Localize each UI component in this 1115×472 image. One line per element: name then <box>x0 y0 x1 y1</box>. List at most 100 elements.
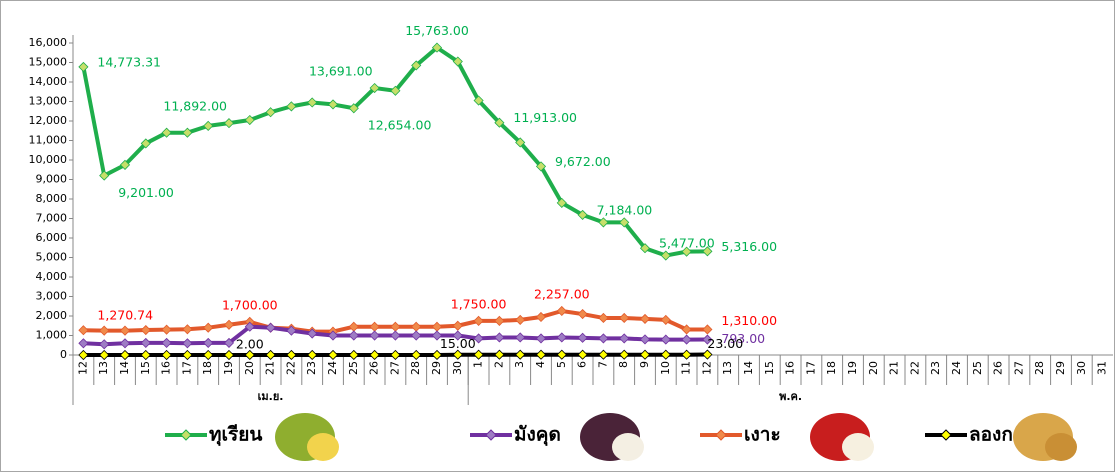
point <box>535 333 547 344</box>
data-label: 9,672.00 <box>555 154 611 169</box>
point <box>556 197 567 208</box>
point <box>223 118 235 129</box>
point <box>390 349 401 361</box>
x-tick-label: 24 <box>950 361 963 375</box>
x-tick-label: 19 <box>222 361 235 375</box>
data-label: 9,201.00 <box>118 185 174 200</box>
fruit-image <box>612 433 644 461</box>
point <box>681 349 692 360</box>
point <box>577 332 588 343</box>
x-tick-label: 4 <box>534 361 547 368</box>
point <box>535 311 547 323</box>
point <box>348 330 359 341</box>
data-label: 11,892.00 <box>163 99 227 114</box>
data-label: 12,654.00 <box>368 118 432 133</box>
data-label: 11,913.00 <box>513 110 577 125</box>
data-label: 5,477.00 <box>659 236 715 251</box>
x-tick-label: 12 <box>700 361 713 375</box>
point <box>598 349 609 360</box>
y-tick-label: 3,000 <box>36 290 68 303</box>
point <box>161 324 172 335</box>
point <box>639 243 651 254</box>
point <box>99 170 110 181</box>
x-tick-label: 27 <box>388 361 401 375</box>
data-label: 15.00 <box>440 336 476 351</box>
x-tick-label: 30 <box>451 361 464 375</box>
legend-marker <box>180 429 192 441</box>
point <box>494 349 505 360</box>
point <box>681 334 692 345</box>
x-tick-label: 21 <box>888 361 901 375</box>
point <box>182 338 193 349</box>
x-tick-label: 18 <box>825 361 838 375</box>
point <box>515 349 526 360</box>
x-tick-label: 27 <box>1012 361 1025 375</box>
point <box>119 338 131 349</box>
x-tick-label: 31 <box>1096 361 1109 375</box>
point <box>660 349 671 360</box>
point <box>494 117 505 128</box>
x-tick-label: 6 <box>576 361 589 368</box>
x-tick-label: 22 <box>908 361 921 375</box>
point <box>556 349 567 360</box>
x-tick-label: 12 <box>76 361 89 375</box>
point <box>244 114 255 126</box>
point <box>702 349 713 360</box>
legend-marker <box>485 429 497 441</box>
data-label: 1,700.00 <box>222 297 278 312</box>
x-tick-label: 20 <box>243 361 256 375</box>
point <box>161 337 172 348</box>
y-tick-label: 14,000 <box>29 75 68 88</box>
y-tick-label: 9,000 <box>36 173 68 186</box>
y-tick-label: 16,000 <box>29 36 68 49</box>
point <box>598 333 609 344</box>
point <box>390 330 401 341</box>
point <box>99 339 110 350</box>
point <box>348 349 359 361</box>
point <box>535 349 547 360</box>
point <box>119 159 131 170</box>
point <box>140 337 151 348</box>
point <box>78 338 89 349</box>
point <box>119 325 131 336</box>
data-label: 13,691.00 <box>309 64 373 79</box>
point <box>203 337 214 348</box>
x-tick-label: 25 <box>347 361 360 375</box>
point <box>639 349 651 360</box>
point <box>265 322 276 333</box>
point <box>327 99 339 110</box>
group-label: เม.ย. <box>258 390 284 403</box>
data-label: 7,184.00 <box>597 202 653 217</box>
point <box>598 312 609 324</box>
point <box>307 97 318 108</box>
point <box>411 349 422 361</box>
point <box>348 103 359 114</box>
point <box>431 349 443 361</box>
point <box>660 314 671 325</box>
point <box>286 349 297 361</box>
point <box>140 349 151 361</box>
point <box>369 330 380 341</box>
y-tick-label: 0 <box>60 348 67 361</box>
point <box>702 324 713 335</box>
point <box>577 349 588 360</box>
data-label: 23.00 <box>707 336 743 351</box>
data-label: 1,310.00 <box>721 313 777 328</box>
y-tick-label: 1,000 <box>36 329 68 342</box>
x-tick-label: 19 <box>846 361 859 375</box>
legend-marker <box>715 429 727 441</box>
point <box>702 246 713 257</box>
x-tick-label: 23 <box>305 361 318 375</box>
point <box>473 349 484 360</box>
y-tick-label: 8,000 <box>36 192 68 205</box>
y-tick-label: 4,000 <box>36 270 68 283</box>
x-tick-label: 2 <box>492 361 505 368</box>
point <box>660 250 671 261</box>
x-tick-label: 20 <box>867 361 880 375</box>
point <box>182 349 193 361</box>
point <box>99 349 110 361</box>
point <box>78 61 89 72</box>
point <box>203 349 214 361</box>
